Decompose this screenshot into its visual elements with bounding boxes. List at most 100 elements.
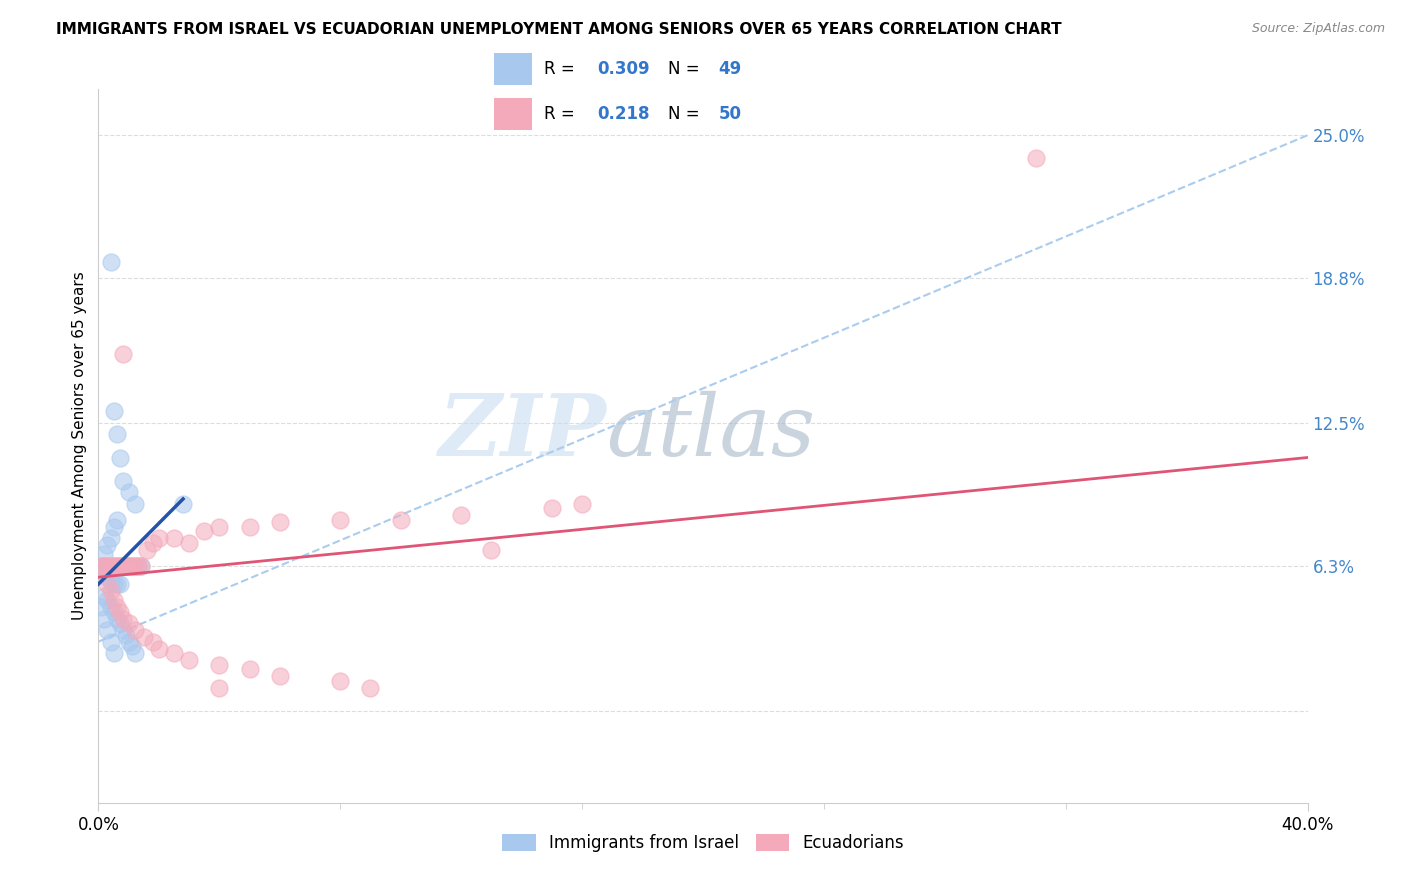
Point xyxy=(118,558,141,573)
Point xyxy=(93,558,115,573)
Point xyxy=(135,542,157,557)
Point xyxy=(105,577,128,591)
Point xyxy=(127,558,149,573)
Point xyxy=(450,508,472,522)
Point xyxy=(103,558,125,573)
Point xyxy=(148,531,170,545)
Text: N =: N = xyxy=(668,105,704,123)
Point xyxy=(100,531,122,545)
Point xyxy=(193,524,215,538)
Point xyxy=(96,538,118,552)
Point xyxy=(389,513,412,527)
Point xyxy=(93,547,115,561)
Point xyxy=(103,558,125,573)
Point xyxy=(360,681,382,695)
Point xyxy=(93,566,115,580)
Point xyxy=(100,574,122,589)
Point xyxy=(1024,151,1046,165)
Point xyxy=(100,255,122,269)
Point xyxy=(114,558,136,573)
Point xyxy=(111,347,134,361)
Point xyxy=(179,653,201,667)
Point xyxy=(103,605,125,619)
Point xyxy=(118,485,141,500)
Point xyxy=(111,474,134,488)
Text: ZIP: ZIP xyxy=(439,390,606,474)
Point xyxy=(105,600,128,615)
Point xyxy=(103,593,125,607)
Text: IMMIGRANTS FROM ISRAEL VS ECUADORIAN UNEMPLOYMENT AMONG SENIORS OVER 65 YEARS CO: IMMIGRANTS FROM ISRAEL VS ECUADORIAN UNE… xyxy=(56,22,1062,37)
Point xyxy=(105,612,128,626)
Point xyxy=(93,558,115,573)
Point xyxy=(100,558,122,573)
Point xyxy=(179,535,201,549)
Point xyxy=(208,519,231,533)
Point xyxy=(108,616,131,631)
Point xyxy=(111,623,134,637)
Point xyxy=(108,450,131,465)
Point xyxy=(90,558,112,573)
Point xyxy=(96,558,118,573)
Text: 50: 50 xyxy=(718,105,741,123)
Point xyxy=(103,519,125,533)
Point xyxy=(172,497,194,511)
Point xyxy=(208,657,231,672)
Point xyxy=(103,577,125,591)
Point xyxy=(124,646,146,660)
Point xyxy=(93,589,115,603)
Point xyxy=(100,584,122,599)
Point xyxy=(105,513,128,527)
FancyBboxPatch shape xyxy=(494,98,533,130)
Point xyxy=(108,605,131,619)
Point xyxy=(111,558,134,573)
FancyBboxPatch shape xyxy=(494,53,533,85)
Point xyxy=(114,558,136,573)
Point xyxy=(111,558,134,573)
Point xyxy=(100,600,122,615)
Point xyxy=(124,623,146,637)
Text: R =: R = xyxy=(544,105,581,123)
Point xyxy=(90,558,112,573)
Point xyxy=(96,623,118,637)
Point xyxy=(124,558,146,573)
Point xyxy=(96,577,118,591)
Point xyxy=(105,427,128,442)
Point xyxy=(100,558,122,573)
Point xyxy=(481,542,503,557)
Point xyxy=(111,612,134,626)
Point xyxy=(127,558,149,573)
Point xyxy=(329,513,352,527)
Point xyxy=(108,577,131,591)
Point xyxy=(103,646,125,660)
Text: 0.218: 0.218 xyxy=(598,105,650,123)
Point xyxy=(269,515,291,529)
Point xyxy=(100,634,122,648)
Point xyxy=(129,558,152,573)
Text: N =: N = xyxy=(668,60,704,78)
Text: 49: 49 xyxy=(718,60,741,78)
Point xyxy=(96,558,118,573)
Text: atlas: atlas xyxy=(606,391,815,473)
Point xyxy=(105,558,128,573)
Text: R =: R = xyxy=(544,60,581,78)
Point xyxy=(121,558,143,573)
Point xyxy=(118,558,141,573)
Point xyxy=(148,641,170,656)
Point xyxy=(93,612,115,626)
Point xyxy=(142,535,165,549)
Point xyxy=(103,404,125,418)
Point xyxy=(540,501,562,516)
Point xyxy=(163,646,186,660)
Point xyxy=(239,519,262,533)
Point xyxy=(118,616,141,631)
Point xyxy=(108,558,131,573)
Point xyxy=(329,673,352,688)
Point xyxy=(96,570,118,584)
Point xyxy=(121,640,143,654)
Point xyxy=(96,593,118,607)
Point xyxy=(129,558,152,573)
Point xyxy=(239,662,262,676)
Point xyxy=(132,630,155,644)
Text: 0.309: 0.309 xyxy=(598,60,650,78)
Point xyxy=(208,681,231,695)
